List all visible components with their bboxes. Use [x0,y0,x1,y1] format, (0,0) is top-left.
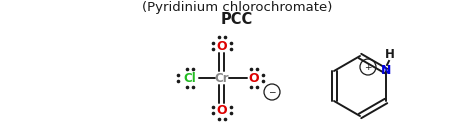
Text: Cr: Cr [215,71,229,84]
Text: Cl: Cl [183,71,196,84]
Text: (Pyridinium chlorochromate): (Pyridinium chlorochromate) [142,1,332,14]
Text: N: N [381,64,391,78]
Text: O: O [217,39,228,52]
Text: +: + [364,63,372,71]
Text: O: O [217,104,228,116]
Text: O: O [249,71,259,84]
Text: H: H [385,48,395,62]
Text: PCC: PCC [221,13,253,27]
Text: −: − [268,87,276,96]
